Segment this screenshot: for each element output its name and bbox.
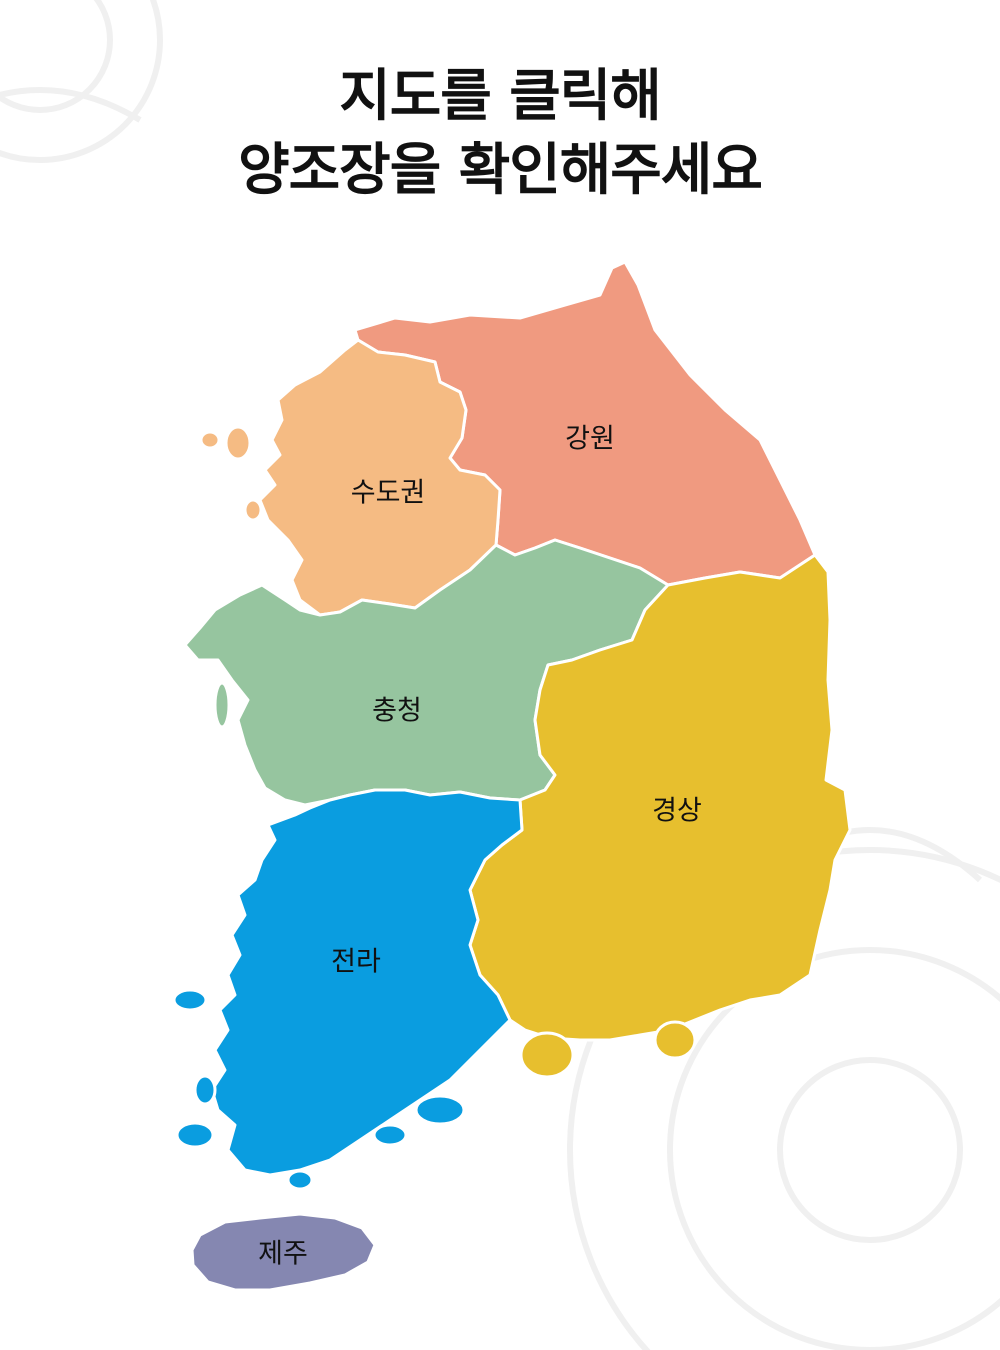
region-gyeongsang[interactable] [468,553,852,1042]
page-title: 지도를 클릭해 양조장을 확인해주세요 [0,60,1000,208]
island-gyeongsang-2 [653,1020,697,1060]
flower-ornament-top-left [0,0,163,163]
island-jeolla-3 [193,1074,217,1106]
title-line-1: 지도를 클릭해 [339,64,662,129]
island-jeolla-6 [286,1169,314,1191]
island-gyeonggi-2 [199,430,221,450]
island-chungcheong-1 [213,681,231,729]
island-jeolla-4 [414,1094,466,1126]
island-jeolla-1 [175,1121,215,1149]
island-gyeonggi-3 [243,498,263,522]
island-jeolla-2 [172,988,208,1012]
island-gyeongsang-1 [519,1031,575,1079]
island-gyeonggi-1 [224,425,252,461]
region-jeju[interactable] [190,1212,377,1292]
flower-ornament-bottom-right [567,827,1000,1350]
island-jeolla-5 [372,1123,408,1147]
title-line-2: 양조장을 확인해주세요 [238,138,763,203]
region-jeolla[interactable] [210,788,524,1177]
